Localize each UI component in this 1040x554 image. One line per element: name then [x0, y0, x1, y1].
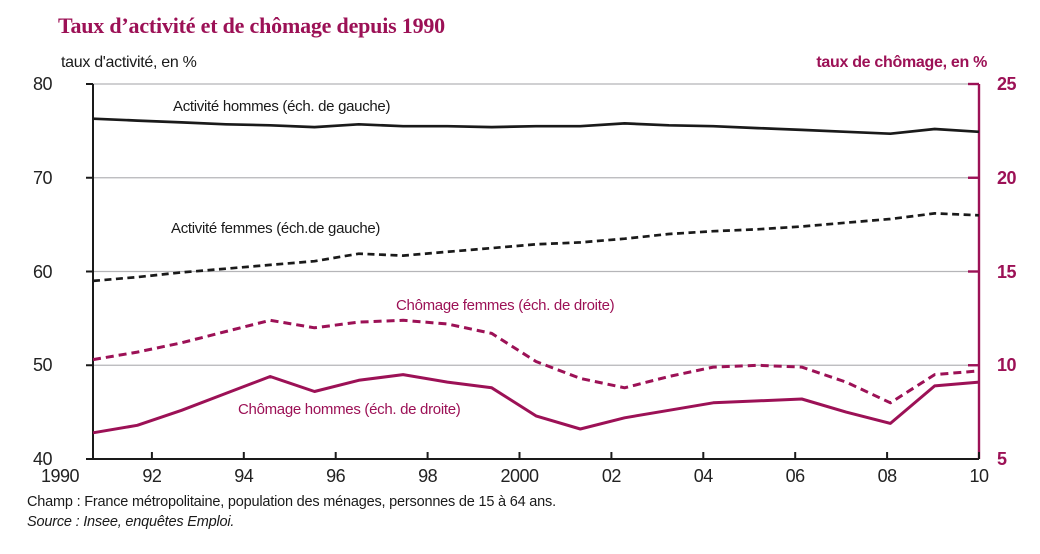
- series-label-chomage-femmes: Chômage femmes (éch. de droite): [396, 297, 615, 314]
- left-tick-label: 40: [32, 449, 53, 469]
- x-tick-label: 92: [142, 466, 162, 486]
- x-tick-label: 96: [326, 466, 346, 486]
- right-tick-label: 15: [997, 261, 1017, 282]
- right-tick-label: 10: [997, 355, 1017, 376]
- right-tick-label: 25: [997, 74, 1017, 94]
- series-label-chomage-hommes: Chômage hommes (éch. de droite): [238, 401, 461, 418]
- right-axis-title: taux de chômage, en %: [816, 54, 987, 71]
- x-tick-label: 2000: [500, 466, 539, 486]
- left-tick-label: 80: [32, 74, 53, 94]
- footer-champ: Champ : France métropolitaine, populatio…: [27, 494, 556, 510]
- series-line-1: [92, 212, 980, 283]
- x-tick-label: 04: [693, 466, 714, 486]
- series-line-2: [92, 318, 980, 405]
- x-tick-label: 08: [877, 466, 898, 486]
- x-tick-label: 94: [234, 466, 254, 486]
- right-tick-label: 5: [997, 449, 1007, 469]
- left-axis-title: taux d'activité, en %: [61, 54, 197, 71]
- x-tick-label: 10: [969, 466, 989, 486]
- x-tick-label: 98: [418, 466, 438, 486]
- series-label-activite-femmes: Activité femmes (éch.de gauche): [171, 220, 381, 237]
- x-tick-label: 02: [601, 466, 622, 486]
- footer-source: Source : Insee, enquêtes Emploi.: [27, 514, 235, 530]
- series-line-0: [92, 117, 980, 136]
- right-tick-label: 20: [997, 167, 1017, 188]
- x-tick-label: 06: [785, 466, 806, 486]
- x-tick-label: 1990: [40, 466, 80, 486]
- left-tick-label: 70: [32, 167, 53, 188]
- left-tick-label: 60: [32, 261, 53, 282]
- chart-title: Taux d’activité et de chômage depuis 199…: [58, 13, 445, 38]
- series-line-3: [92, 373, 980, 435]
- series-label-activite-hommes: Activité hommes (éch. de gauche): [173, 98, 391, 115]
- left-tick-label: 50: [32, 355, 53, 376]
